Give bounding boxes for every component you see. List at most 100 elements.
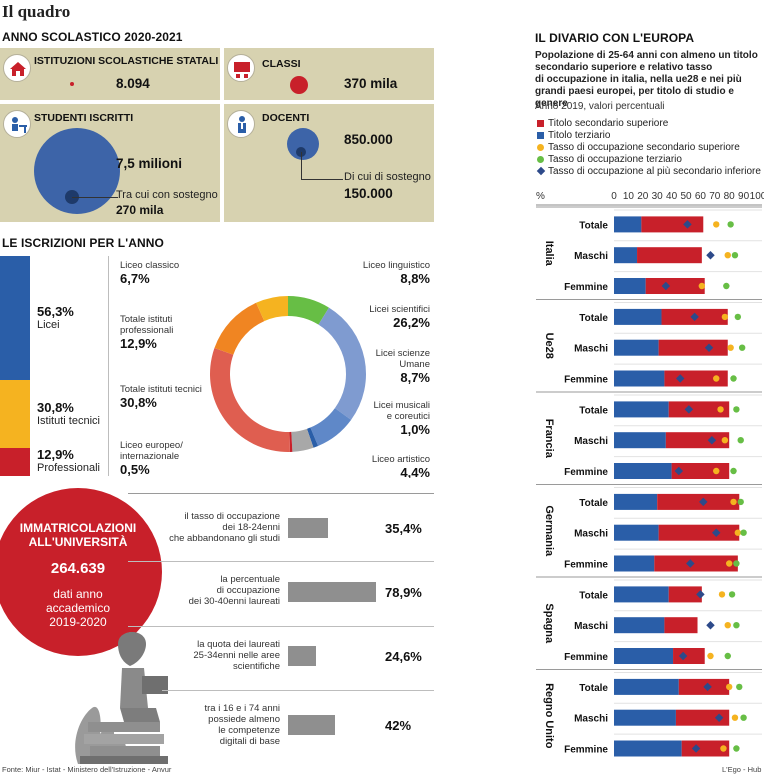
country-label: Germania	[543, 505, 555, 557]
x-tick-label: 20	[637, 191, 649, 202]
bar-secondario	[673, 648, 705, 664]
dot-occ-secondario	[727, 344, 734, 351]
dot-occ-secondario	[698, 282, 706, 290]
dot-occ-terziario	[724, 652, 731, 660]
row-label: Totale	[579, 683, 608, 694]
university-note-line2: accademico	[45, 601, 111, 615]
x-tick-label: 40	[666, 191, 678, 202]
donut-label: internazionale	[120, 451, 179, 462]
donut-slice	[318, 307, 367, 420]
legend-secondario: Titolo secondario superiore	[548, 118, 669, 129]
school-icon	[3, 54, 31, 82]
row-label: Femmine	[564, 745, 608, 756]
dot-occ-terziario	[740, 714, 747, 721]
dot-occ-terziario	[733, 406, 740, 413]
university-note: dati anno accademico 2019-2020	[0, 587, 156, 629]
row-label: Femmine	[564, 652, 608, 663]
tecnici-segment	[0, 379, 30, 448]
bar-secondario	[664, 617, 698, 634]
dot-occ-terziario	[740, 529, 747, 536]
row-label: Maschi	[574, 436, 608, 447]
university-value: 264.639	[50, 560, 106, 577]
dot-occ-secondario	[713, 375, 720, 382]
donut-value-label: 8,7%	[400, 370, 430, 385]
row-label: Femmine	[564, 467, 608, 478]
tecnici-label: Istituti tecnici	[37, 415, 100, 427]
europe-chart-note: Anno 2019, valori percentuali	[535, 101, 665, 112]
stat2-line2: di occupazione	[216, 585, 280, 596]
stat-value-3: 24,6%	[385, 649, 422, 664]
university-note-line1: dati anno	[53, 587, 103, 601]
legend-swatch-terziario	[537, 132, 544, 139]
diamond-occ-inferiore	[703, 682, 712, 692]
donut-label: Umane	[399, 359, 430, 370]
subtitle-line2: secondario superiore e relativo tasso	[535, 62, 713, 73]
institutions-dot	[70, 82, 74, 86]
university-top-rule	[128, 493, 434, 494]
diamond-occ-inferiore	[707, 435, 717, 445]
donut-slice	[306, 427, 319, 448]
stat-bar-1	[288, 518, 328, 538]
row-label: Maschi	[574, 714, 608, 725]
bar-terziario	[614, 555, 655, 572]
teachers-value: 850.000	[344, 132, 393, 147]
licei-pct: 56,3%	[37, 304, 74, 319]
bar-secondario	[641, 216, 704, 233]
bar-secondario	[658, 339, 728, 356]
dot-occ-secondario	[724, 622, 731, 629]
teachers-label: DOCENTI	[262, 112, 310, 124]
donut-value-label: 0,5%	[120, 462, 150, 477]
donut-label: Liceo europeo/	[120, 440, 183, 451]
bar-terziario	[614, 617, 665, 634]
student-illustration	[75, 632, 168, 764]
row-label: Totale	[579, 220, 608, 231]
students-value: 7,5 milioni	[116, 156, 183, 171]
dot-occ-terziario	[733, 560, 740, 567]
country-label: Italia	[543, 241, 555, 267]
donut-value-label: 4,4%	[400, 465, 430, 478]
stat4-line2: possiede almeno	[208, 714, 280, 725]
diamond-occ-inferiore	[706, 250, 715, 260]
x-tick-label: 70	[709, 191, 721, 202]
bar-secondario	[657, 493, 740, 510]
bar-terziario	[614, 370, 665, 387]
stat1-line2: dei 18-24enni	[222, 522, 280, 533]
row-label: Totale	[579, 405, 608, 416]
country-label: Spagna	[543, 603, 555, 644]
bar-secondario	[658, 524, 740, 541]
stat-separator-1	[128, 561, 434, 562]
diamond-occ-inferiore	[661, 281, 671, 291]
europe-bar-chart: % 0 10 20 30 40 50 60 70 80 90 100 Italia Totale Masch…	[536, 191, 764, 757]
bar-terziario	[614, 493, 658, 510]
university-title-line2: ALL'UNIVERSITÀ	[28, 535, 128, 549]
diamond-occ-inferiore	[704, 343, 714, 352]
bar-terziario	[614, 401, 669, 418]
donut-slice	[291, 428, 314, 452]
dot-occ-secondario	[731, 714, 739, 721]
stat4-line3: le competenze	[218, 725, 280, 736]
legend-swatch-occ-sec	[537, 144, 544, 151]
dot-occ-secondario	[720, 745, 727, 752]
dot-occ-terziario	[728, 591, 736, 598]
dot-occ-terziario	[723, 282, 730, 290]
dot-occ-secondario	[707, 652, 714, 660]
row-label: Maschi	[574, 344, 608, 355]
legend-terziario: Titolo terziario	[548, 130, 611, 141]
dot-occ-terziario	[733, 622, 740, 629]
stat-bar-4	[288, 715, 336, 735]
university-circle	[0, 488, 162, 656]
source-note: Fonte: Miur - Istat - Ministero dell'Ist…	[2, 765, 172, 774]
bar-terziario	[614, 678, 679, 695]
donut-label: professionali	[120, 325, 173, 336]
donut-value-label: 8,8%	[400, 271, 430, 286]
legend-swatch-occ-ter	[537, 156, 544, 163]
x-tick-label: 100	[750, 191, 764, 202]
diamond-occ-inferiore	[696, 590, 705, 599]
europe-chart-subtitle: Popolazione di 25-64 anni con almeno un …	[535, 50, 764, 110]
stat-label-2: la percentuale di occupazione dei 30-40e…	[150, 574, 280, 607]
dot-occ-terziario	[727, 221, 734, 228]
stat2-line3: dei 30-40enni laureati	[188, 596, 280, 607]
stat2-line1: la percentuale	[220, 574, 280, 585]
x-tick-label: 10	[623, 191, 635, 202]
y-unit-label: %	[536, 191, 545, 202]
